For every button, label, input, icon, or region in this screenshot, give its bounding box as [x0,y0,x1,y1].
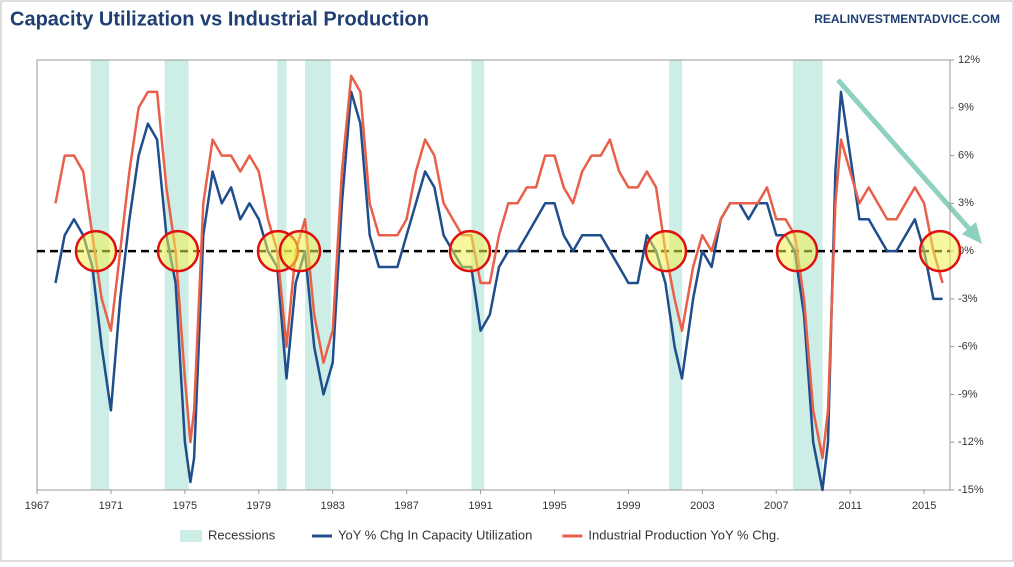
x-tick-label: 1995 [542,500,566,512]
y-tick-label: -6% [958,341,978,353]
y-tick-label: 6% [958,149,974,161]
recession-band [277,60,287,490]
recession-band [304,60,331,490]
legend-swatch [180,530,202,542]
x-tick-label: 1967 [25,500,49,512]
y-tick-label: -15% [958,484,984,496]
y-tick-label: -9% [958,388,978,400]
highlight-circle [74,229,118,273]
x-tick-label: 1999 [616,500,640,512]
highlight-circle [156,229,200,273]
highlight-circle [448,229,492,273]
x-tick-label: 2015 [912,500,936,512]
plot-border [36,59,951,491]
y-tick-label: 12% [958,54,980,66]
series-line [54,90,943,492]
recession-band [669,60,683,490]
highlight-circle [644,229,688,273]
highlight-circle [775,229,819,273]
arrow-head [962,222,982,244]
highlight-circle [278,229,322,273]
x-tick-label: 2003 [690,500,714,512]
series-line [54,74,944,460]
highlight-circle [918,229,962,273]
source: REALINVESTMENTADVICE.COM [814,12,1000,26]
x-tick-label: 2007 [764,500,788,512]
legend-label: Industrial Production YoY % Chg. [588,527,779,542]
x-tick-label: 1991 [468,500,492,512]
legend-label: YoY % Chg In Capacity Utilization [338,527,532,542]
x-tick-label: 1979 [247,500,271,512]
x-tick-label: 1983 [320,500,344,512]
y-tick-label: 9% [958,102,974,114]
y-tick-label: 3% [958,197,974,209]
chart-title: Capacity Utilization vs Industrial Produ… [10,8,429,30]
y-tick-label: -3% [958,293,978,305]
x-tick-label: 2011 [838,500,862,512]
x-tick-label: 1987 [394,500,418,512]
recession-band [90,60,110,490]
y-tick-label: 0% [958,245,974,257]
x-tick-label: 1971 [99,500,123,512]
y-tick-label: -12% [958,436,984,448]
x-tick-label: 1975 [173,500,197,512]
legend-label: Recessions [208,527,276,542]
